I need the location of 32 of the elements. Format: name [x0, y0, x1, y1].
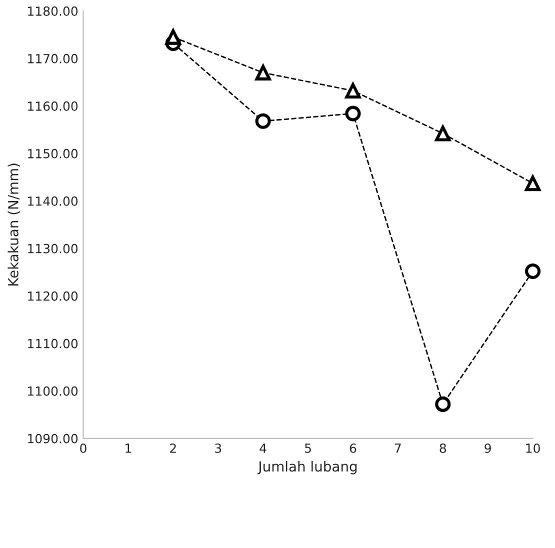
point	[525, 176, 541, 192]
x-tick-label: 1	[126, 444, 132, 453]
x-tick-label: 8	[440, 443, 446, 453]
x-tick-label: 10	[526, 443, 540, 453]
point	[435, 396, 451, 412]
x-tick-label: 5	[305, 444, 311, 453]
x-tick-label: 2	[170, 443, 176, 453]
x-axis-title: Jumlah lubang	[257, 460, 357, 474]
y-tick-label: 1090.00	[28, 434, 78, 444]
y-tick-label: 1180.00	[28, 6, 78, 16]
point	[255, 113, 271, 129]
y-tick-label: 1100.00	[28, 386, 78, 396]
x-tick-label: 6	[350, 443, 356, 453]
x-tick-label: 7	[394, 444, 401, 453]
x-tick-label: 9	[484, 443, 491, 453]
point	[345, 106, 361, 122]
point	[165, 29, 181, 45]
y-tick-label: 1130.00	[28, 244, 78, 254]
point	[525, 263, 541, 280]
point	[255, 64, 271, 80]
point	[345, 82, 361, 99]
x-tick-label: 4	[260, 444, 266, 453]
y-tick-label: 1160.00	[28, 101, 78, 111]
y-tick-label: 1150.00	[28, 148, 78, 158]
x-tick-label: 3	[215, 443, 222, 453]
point	[435, 126, 451, 142]
y-tick-label: 1170.00	[28, 54, 78, 64]
x-tick-label: 0	[80, 443, 86, 453]
y-tick-label: 1120.00	[28, 291, 78, 301]
y-tick-label: 1110.00	[28, 338, 78, 348]
y-axis-title: Kekakuan (N/mm)	[8, 164, 20, 286]
y-tick-label: 1140.00	[28, 196, 78, 206]
